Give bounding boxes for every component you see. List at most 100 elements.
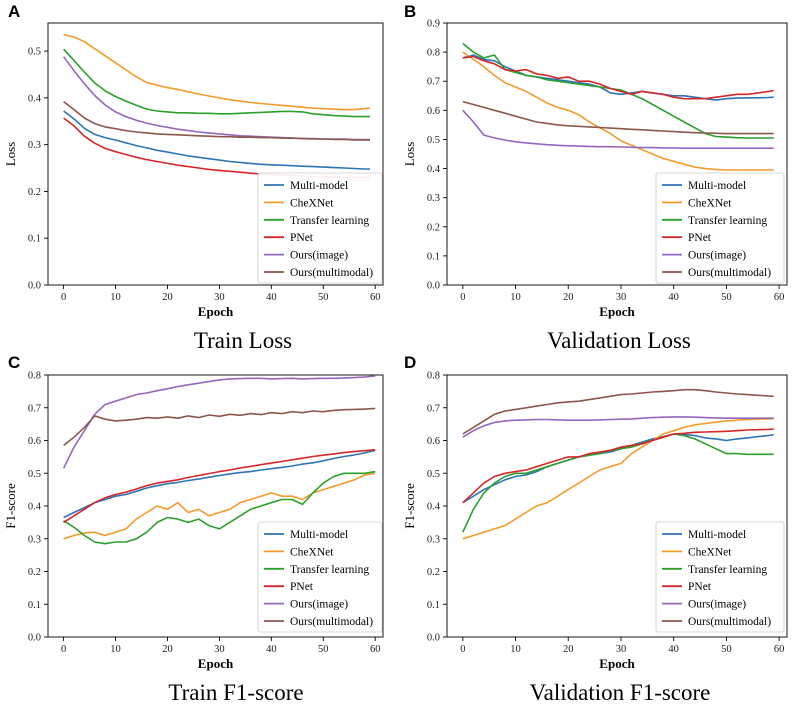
- y-tick-label: 0.1: [28, 600, 41, 611]
- series-line-pnet: [63, 448, 376, 524]
- y-tick-label: 0.0: [427, 281, 440, 292]
- legend: Multi-model CheXNet Transfer learning PNet O…: [655, 521, 785, 633]
- y-tick-label: 0.2: [427, 222, 440, 233]
- x-tick-label: 50: [318, 644, 329, 655]
- legend-box: [655, 172, 785, 284]
- panel-caption: Train F1-score: [168, 680, 303, 705]
- series-line-transfer-learning: [63, 470, 376, 545]
- series-line-chexnet: [63, 33, 371, 111]
- y-tick-label: 0.3: [427, 534, 440, 545]
- series-line-multi-model: [63, 449, 376, 519]
- x-axis-label: Epoch: [198, 304, 234, 319]
- panel-letter: A: [8, 2, 20, 21]
- y-tick-label: 0.0: [427, 633, 440, 644]
- y-tick-label: 0.3: [28, 140, 41, 151]
- series-line-pnet: [462, 428, 774, 504]
- series-line-pnet: [462, 55, 774, 100]
- x-tick-label: 40: [266, 292, 277, 303]
- y-tick-label: 0.8: [28, 371, 41, 382]
- y-tick-label: 0.6: [427, 436, 440, 447]
- x-tick-label: 0: [61, 644, 66, 655]
- y-tick-label: 0.4: [28, 502, 42, 513]
- series-line-transfer-learning: [63, 48, 370, 118]
- series-line-chexnet: [63, 472, 376, 540]
- legend-label: Ours(multimodal): [290, 267, 373, 279]
- y-tick-label: 0.3: [427, 193, 440, 204]
- y-tick-label: 0.7: [427, 77, 440, 88]
- y-tick-label: 0.1: [427, 251, 440, 262]
- y-tick-label: 0.6: [427, 106, 440, 117]
- y-tick-label: 0.7: [427, 403, 440, 414]
- x-tick-label: 40: [266, 644, 277, 655]
- y-tick-label: 0.1: [427, 600, 440, 611]
- x-tick-label: 40: [668, 644, 679, 655]
- legend-box: [257, 521, 383, 633]
- x-tick-label: 10: [510, 292, 521, 303]
- series-line-multi-model: [462, 54, 774, 101]
- series-line-transfer-learning: [462, 42, 774, 139]
- y-tick-label: 0.5: [427, 135, 440, 146]
- x-tick-label: 60: [774, 292, 785, 303]
- panel-d: D 0.0 0.1 0.2 0.3 0.4 0.5 0.6 0.7 0.8 0 10 20 30 40 50 6…: [402, 353, 788, 705]
- x-tick-label: 0: [460, 644, 465, 655]
- y-tick-label: 0.5: [28, 469, 41, 480]
- y-tick-label: 0.4: [28, 93, 42, 104]
- legend-label: CheXNet: [688, 197, 732, 209]
- panel-letter: C: [8, 353, 20, 372]
- legend: Multi-model CheXNet Transfer learning PNet O…: [257, 172, 383, 284]
- legend-label: CheXNet: [688, 546, 732, 558]
- y-tick-label: 0.2: [28, 567, 41, 578]
- y-tick-label: 0.5: [427, 469, 440, 480]
- panel-c: C 0.0 0.1 0.2 0.3 0.4 0.5 0.6 0.7 0.8 0 10 20 30 40 50 6…: [3, 353, 384, 705]
- x-tick-label: 0: [460, 292, 465, 303]
- x-tick-label: 60: [774, 644, 785, 655]
- x-tick-label: 20: [162, 644, 173, 655]
- legend-label: Ours(image): [290, 250, 348, 262]
- legend-label: Transfer learning: [290, 564, 369, 576]
- plot-frame: [446, 22, 788, 286]
- x-tick-label: 10: [110, 292, 121, 303]
- y-tick-label: 0.6: [28, 436, 41, 447]
- legend-box: [257, 172, 383, 284]
- y-tick-label: 0.8: [427, 48, 440, 59]
- x-tick-label: 50: [721, 644, 732, 655]
- x-tick-label: 10: [510, 644, 521, 655]
- series-line-multi-model: [462, 433, 774, 504]
- y-tick-label: 0.4: [427, 164, 441, 175]
- legend-label: PNet: [688, 232, 712, 244]
- x-tick-label: 10: [110, 644, 121, 655]
- y-tick-label: 0.2: [28, 187, 41, 198]
- legend-label: PNet: [688, 581, 712, 593]
- y-axis-label: F1-score: [402, 483, 417, 529]
- series-line-ours-image: [462, 416, 774, 438]
- legend-label: Multi-model: [688, 529, 746, 541]
- y-tick-label: 0.5: [28, 47, 41, 58]
- x-axis-label: Epoch: [599, 656, 635, 671]
- x-tick-label: 30: [616, 644, 627, 655]
- panel-letter: B: [404, 2, 416, 21]
- series-line-ours-multimodal: [63, 100, 370, 141]
- legend: Multi-model CheXNet Transfer learning PNet O…: [655, 172, 785, 284]
- legend-label: Multi-model: [290, 180, 348, 192]
- legend-label: Ours(image): [290, 599, 348, 611]
- y-tick-label: 0.3: [28, 534, 41, 545]
- x-axis-label: Epoch: [599, 304, 635, 319]
- x-tick-label: 40: [668, 292, 679, 303]
- legend-label: Ours(multimodal): [688, 616, 771, 628]
- series-line-chexnet: [462, 51, 774, 171]
- panel-a: A 0.0 0.1 0.2 0.3 0.4 0.5 0 10 20 30 40 50 60 Epoch Los…: [3, 2, 384, 353]
- y-tick-label: 0.0: [28, 281, 41, 292]
- plot-frame: [47, 22, 384, 286]
- legend-label: Ours(image): [688, 250, 746, 262]
- panel-b: B 0.0 0.1 0.2 0.3 0.4 0.5 0.6 0.7 0.8 0.9 0 10 20 30 40…: [402, 2, 788, 353]
- series-line-multi-model: [63, 110, 370, 170]
- legend-label: PNet: [290, 232, 314, 244]
- legend-label: Ours(image): [688, 599, 746, 611]
- x-tick-label: 20: [162, 292, 173, 303]
- legend-label: Transfer learning: [688, 215, 767, 227]
- y-tick-label: 0.4: [427, 502, 441, 513]
- x-tick-label: 0: [61, 292, 66, 303]
- series-line-ours-image: [462, 109, 774, 149]
- series-line-ours-multimodal: [462, 100, 774, 135]
- legend-label: Transfer learning: [290, 215, 369, 227]
